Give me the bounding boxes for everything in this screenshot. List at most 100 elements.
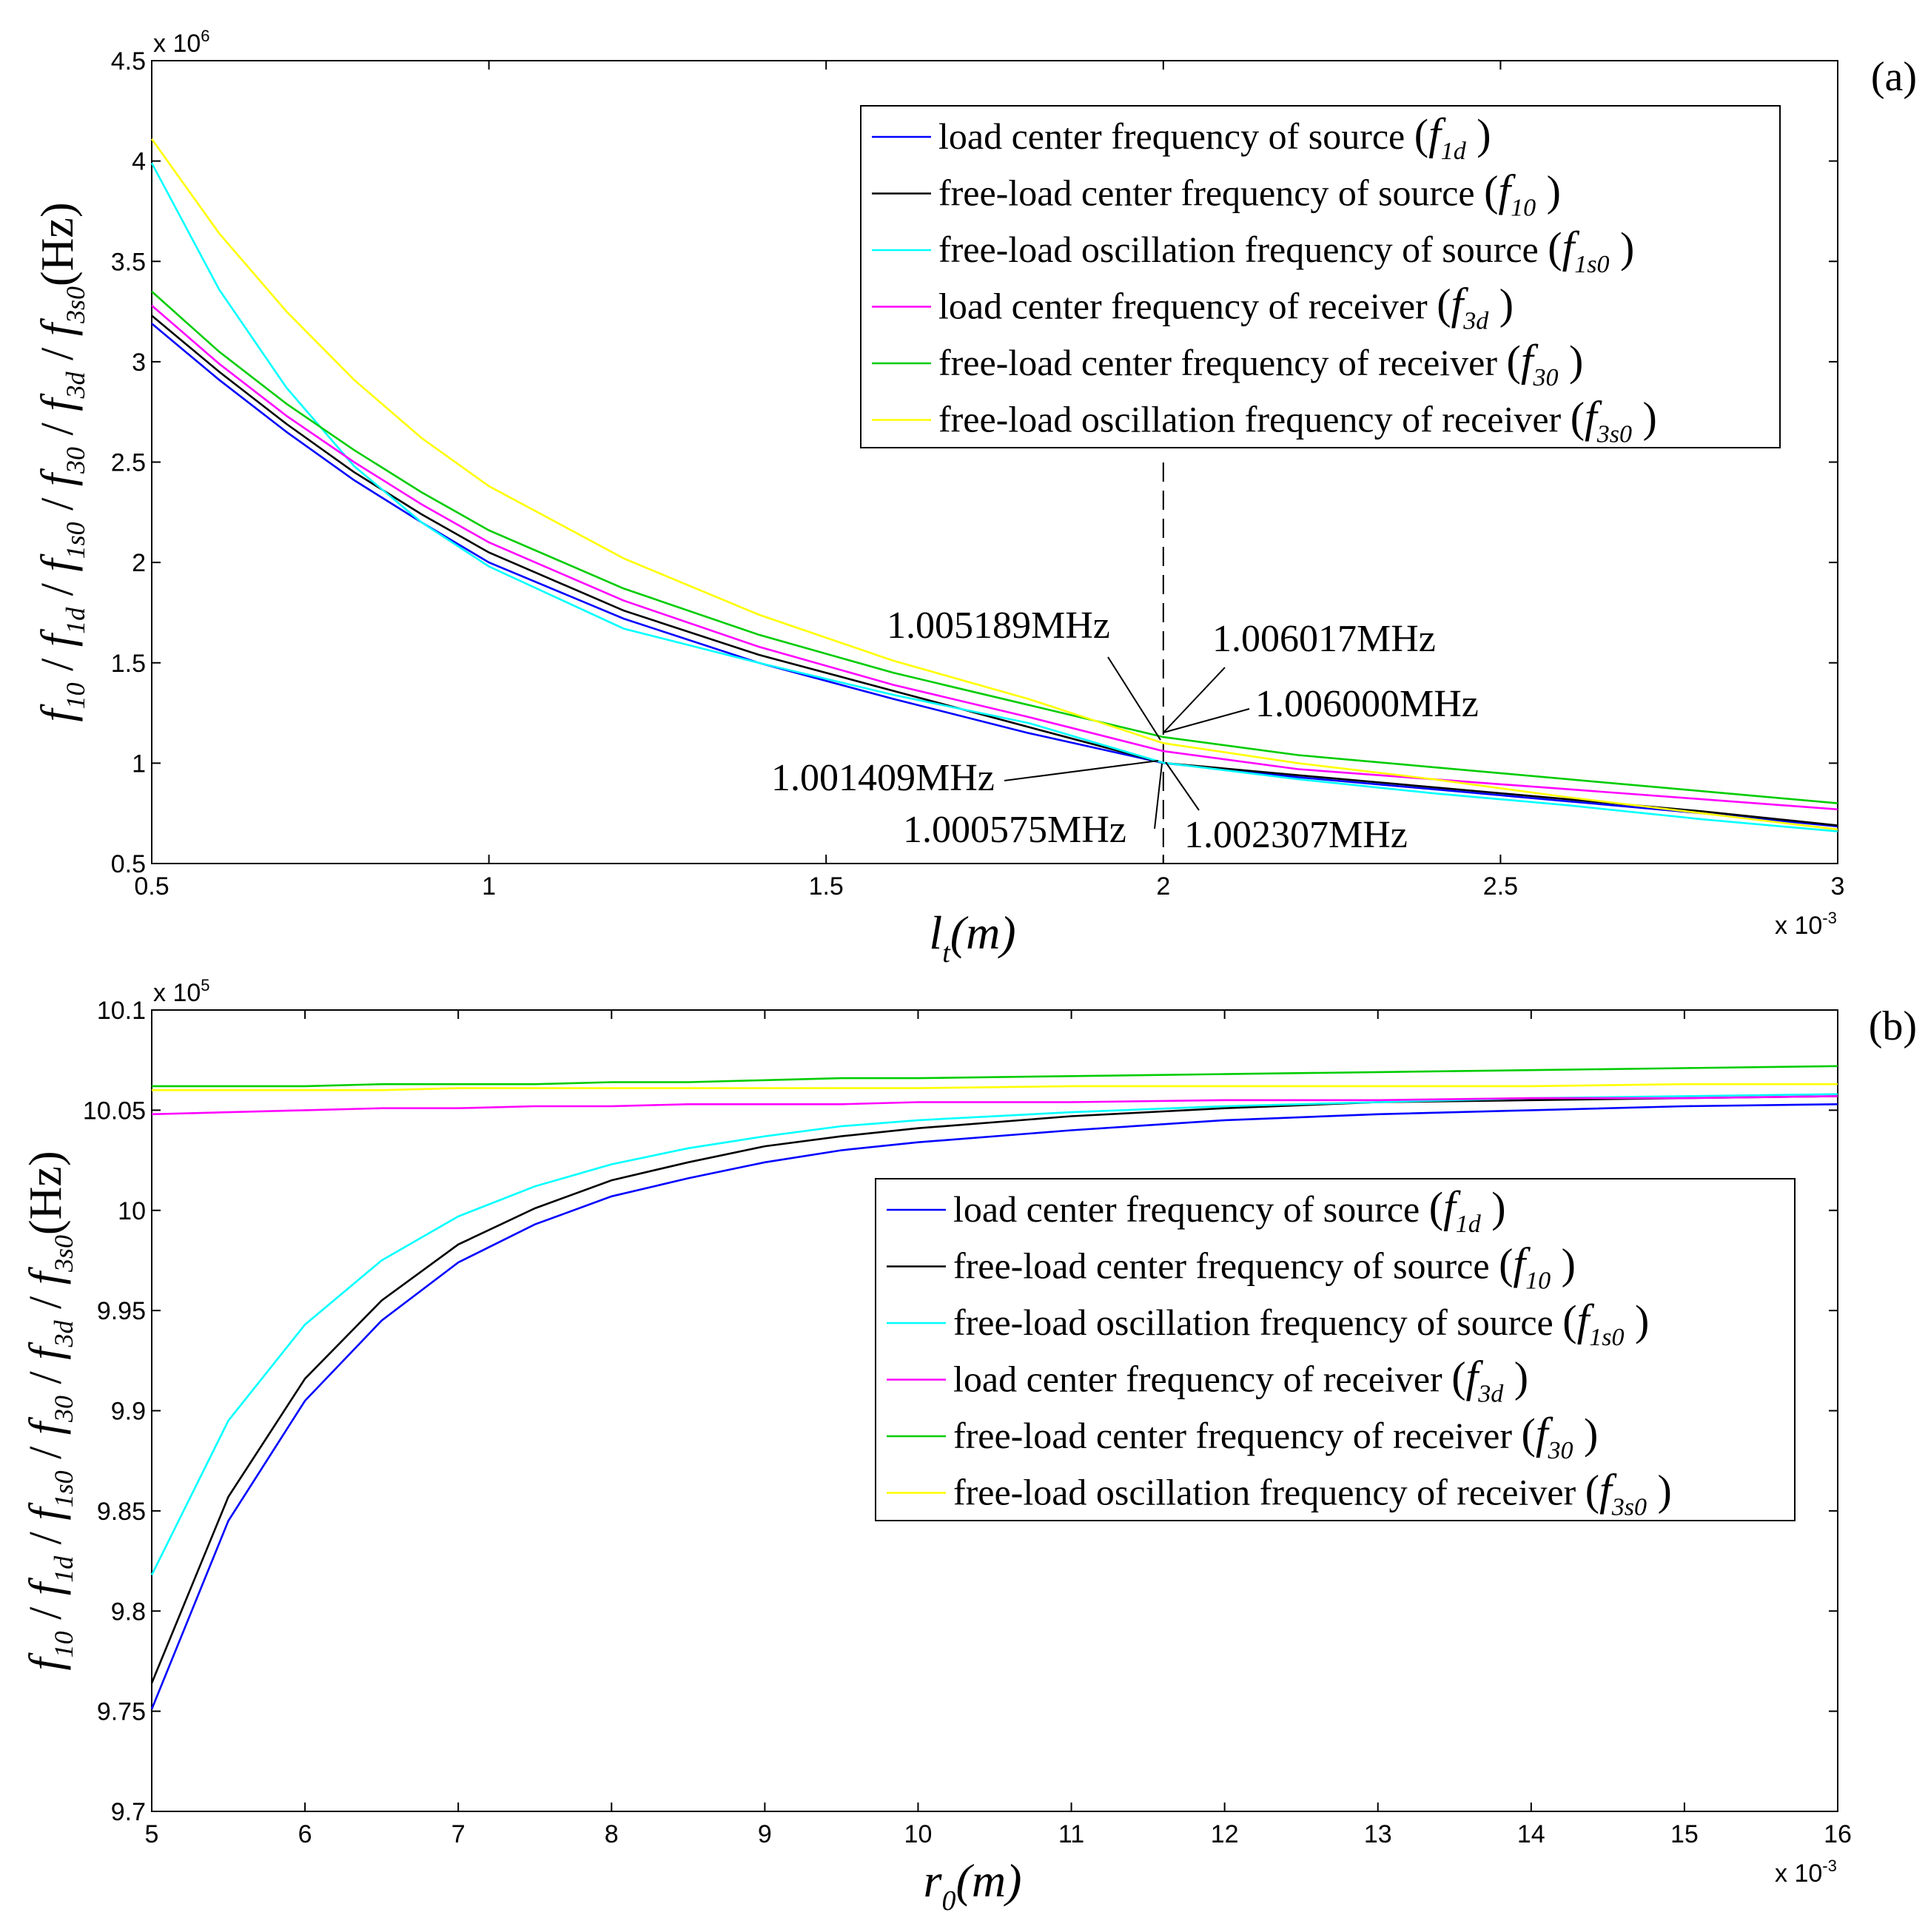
legend-entry-1d: load center frequency of source (f1d ) xyxy=(953,1182,1506,1238)
y-tick-label: 9.85 xyxy=(97,1498,146,1526)
x-tick-label: 15 xyxy=(1670,1820,1699,1848)
legend-entry-1s0: free-load oscillation frequency of sourc… xyxy=(953,1296,1649,1351)
y-label-part: 3d xyxy=(49,1319,78,1347)
series-line-30 xyxy=(152,1065,1838,1088)
legend-paren-close: ) xyxy=(1573,1410,1599,1458)
x-tick-label: 7 xyxy=(451,1820,466,1848)
x-tick-label: 1 xyxy=(482,872,496,901)
y-axis-label: f10 / f1d / f1s0 / f30 / f3d / f3s0(Hz) xyxy=(33,202,90,721)
legend-box xyxy=(875,1178,1796,1521)
series-line-1d xyxy=(150,1103,1838,1710)
x-tick-label: 13 xyxy=(1364,1820,1392,1848)
series-line-3d xyxy=(151,1095,1838,1116)
y-label-part: / xyxy=(21,1521,71,1556)
y-multiplier-exponent: 5 xyxy=(201,976,209,994)
legend-name: load center frequency of receiver xyxy=(953,1359,1451,1400)
annotation-label: 1.006017MHz xyxy=(1212,618,1436,660)
legend-paren-close: ) xyxy=(1466,110,1491,158)
y-multiplier-base: x 10 xyxy=(153,30,201,58)
legend-entry-1s0: free-load oscillation frequency of sourc… xyxy=(938,223,1634,278)
legend-subscript: 1d xyxy=(1441,138,1467,165)
x-tick-label: 3 xyxy=(1831,872,1845,901)
x-tick-label: 6 xyxy=(298,1820,312,1848)
x-multiplier-exponent: -3 xyxy=(1822,909,1837,927)
y-label-part: 30 xyxy=(61,447,90,474)
series-line-3s0 xyxy=(152,1083,1838,1091)
annotation-leader xyxy=(1154,763,1163,829)
series-line-3d xyxy=(151,304,1838,811)
x-tick-label: 0.5 xyxy=(134,872,169,901)
legend-name: free-load oscillation frequency of recei… xyxy=(938,399,1571,440)
legend-paren-close: ) xyxy=(1503,1353,1528,1401)
x-tick-label: 16 xyxy=(1824,1820,1852,1848)
y-tick-label: 10.1 xyxy=(97,997,146,1025)
legend-name: free-load center frequency of source xyxy=(938,172,1484,214)
x-tick-label: 2 xyxy=(1156,872,1170,901)
legend-paren-close: ) xyxy=(1488,280,1514,329)
legend-name: free-load oscillation frequency of sourc… xyxy=(938,229,1548,270)
y-tick-label: 4.5 xyxy=(111,47,146,75)
x-label-unit: (m) xyxy=(956,1854,1022,1907)
y-axis-multiplier: x 106 xyxy=(153,27,210,58)
legend-entry-30: free-load center frequency of receiver (… xyxy=(938,336,1583,391)
y-label-part: / xyxy=(21,1360,71,1396)
y-label-part: / xyxy=(33,647,83,682)
legend-paren-close: ) xyxy=(1481,1183,1506,1231)
legend-subscript: 30 xyxy=(1533,364,1559,391)
legend-subscript: 1d xyxy=(1456,1211,1482,1238)
panel-label: (a) xyxy=(1871,54,1917,100)
legend-paren-open: ( xyxy=(1522,1410,1536,1458)
y-tick-label: 3 xyxy=(132,349,146,377)
legend-entry-3d: load center frequency of receiver (f3d ) xyxy=(938,280,1514,335)
annotation-leader xyxy=(1004,760,1159,781)
legend-entry-10: free-load center frequency of source (f1… xyxy=(938,166,1561,222)
y-label-part: / xyxy=(21,1435,71,1470)
y-label-part: 10 xyxy=(61,682,90,709)
annotation-label: 1.006000MHz xyxy=(1255,683,1479,725)
y-axis-label: f10 / f1d / f1s0 / f30 / f3d / f3s0(Hz) xyxy=(21,1151,78,1670)
annotation-leader xyxy=(1163,667,1226,733)
legend-subscript: 1s0 xyxy=(1589,1324,1624,1351)
y-tick-label: 10 xyxy=(118,1197,146,1225)
legend-subscript: 3s0 xyxy=(1611,1494,1647,1521)
annotation-leader xyxy=(1107,656,1161,741)
y-tick-label: 4 xyxy=(132,148,146,176)
y-tick-label: 1 xyxy=(132,750,146,778)
legend: load center frequency of source (f1d ) fr… xyxy=(875,1178,1796,1521)
y-label-part: 30 xyxy=(49,1396,78,1423)
legend-subscript: 30 xyxy=(1548,1437,1573,1464)
annotation-leader xyxy=(1163,708,1250,733)
x-axis-label: lt(m) xyxy=(929,906,1015,969)
x-label-subscript: t xyxy=(942,938,951,969)
x-tick-label: 8 xyxy=(605,1820,619,1848)
x-tick-label: 5 xyxy=(145,1820,159,1848)
x-axis-multiplier: x 10-3 xyxy=(1775,1857,1837,1888)
legend-name: load center frequency of source xyxy=(953,1188,1429,1230)
x-multiplier-base: x 10 xyxy=(1775,1859,1822,1888)
y-tick-label: 0.5 xyxy=(111,850,146,878)
legend-paren-close: ) xyxy=(1609,223,1634,272)
series-line-1d xyxy=(151,323,1838,828)
x-tick-label: 9 xyxy=(758,1820,772,1848)
y-tick-label: 2.5 xyxy=(111,449,146,477)
panel-label: (b) xyxy=(1869,1003,1917,1049)
legend-paren-open: ( xyxy=(1451,1353,1465,1401)
legend-paren-open: ( xyxy=(1562,1296,1576,1344)
annotation-label: 1.001409MHz xyxy=(771,757,995,799)
y-tick-label: 10.05 xyxy=(83,1097,146,1125)
legend-paren-close: ) xyxy=(1632,394,1657,442)
y-label-part: 1s0 xyxy=(61,522,90,559)
y-axis-multiplier: x 105 xyxy=(153,976,210,1007)
y-label-part: 10 xyxy=(49,1631,78,1657)
y-label-part: 3s0 xyxy=(61,286,90,324)
legend-box xyxy=(860,105,1781,448)
legend-subscript: 3d xyxy=(1477,1381,1504,1408)
y-label-part: / xyxy=(33,336,83,371)
legend-name: load center frequency of receiver xyxy=(938,286,1437,327)
legend: load center frequency of source (f1d )fr… xyxy=(860,105,1781,448)
legend-paren-open: ( xyxy=(1437,280,1451,329)
y-label-part: / xyxy=(33,572,83,607)
legend-paren-open: ( xyxy=(1548,223,1562,272)
y-multiplier-exponent: 6 xyxy=(201,27,209,45)
